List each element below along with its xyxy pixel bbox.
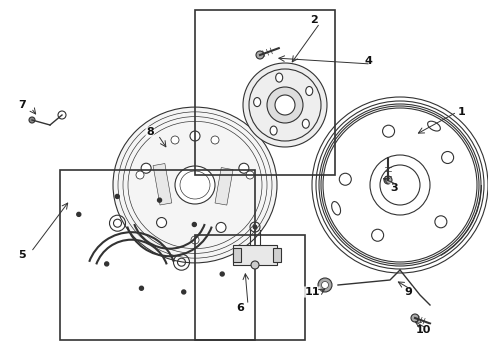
Circle shape bbox=[190, 131, 200, 141]
Circle shape bbox=[29, 117, 35, 123]
Circle shape bbox=[317, 278, 331, 292]
Circle shape bbox=[274, 95, 294, 115]
Bar bbox=[195, 235, 305, 340]
Ellipse shape bbox=[253, 98, 260, 107]
Circle shape bbox=[136, 171, 143, 179]
Circle shape bbox=[192, 222, 196, 226]
Text: 9: 9 bbox=[403, 287, 411, 297]
Circle shape bbox=[171, 136, 179, 144]
Circle shape bbox=[191, 236, 199, 244]
Circle shape bbox=[141, 163, 151, 173]
Circle shape bbox=[266, 87, 303, 123]
Ellipse shape bbox=[302, 119, 309, 128]
Bar bbox=[272, 248, 281, 262]
Text: 6: 6 bbox=[236, 303, 244, 313]
Circle shape bbox=[139, 286, 143, 290]
Bar bbox=[232, 248, 241, 262]
Circle shape bbox=[321, 282, 328, 288]
Circle shape bbox=[156, 217, 166, 228]
Circle shape bbox=[252, 225, 257, 230]
Circle shape bbox=[104, 262, 108, 266]
Ellipse shape bbox=[113, 107, 276, 263]
Circle shape bbox=[77, 212, 81, 216]
Text: 2: 2 bbox=[309, 15, 317, 25]
Bar bbox=[232, 245, 276, 265]
Bar bbox=[153, 163, 171, 205]
Bar bbox=[195, 10, 334, 175]
Bar bbox=[60, 170, 254, 340]
Circle shape bbox=[256, 51, 264, 59]
Text: 8: 8 bbox=[146, 127, 154, 137]
Circle shape bbox=[383, 176, 391, 184]
Circle shape bbox=[410, 314, 418, 322]
Text: 4: 4 bbox=[364, 56, 371, 66]
Text: 7: 7 bbox=[18, 100, 26, 110]
Text: 10: 10 bbox=[414, 325, 430, 335]
Ellipse shape bbox=[275, 73, 282, 82]
Text: 5: 5 bbox=[18, 250, 26, 260]
Bar bbox=[215, 167, 233, 205]
Circle shape bbox=[182, 290, 185, 294]
Text: 1: 1 bbox=[457, 107, 465, 117]
Circle shape bbox=[210, 136, 219, 144]
Text: 3: 3 bbox=[389, 183, 397, 193]
Ellipse shape bbox=[269, 126, 277, 135]
Text: 11: 11 bbox=[304, 287, 319, 297]
Circle shape bbox=[220, 272, 224, 276]
Ellipse shape bbox=[305, 86, 312, 95]
Circle shape bbox=[250, 261, 259, 269]
Circle shape bbox=[157, 198, 161, 202]
Circle shape bbox=[115, 194, 119, 198]
Circle shape bbox=[216, 222, 225, 233]
Circle shape bbox=[243, 63, 326, 147]
Circle shape bbox=[238, 163, 248, 173]
Ellipse shape bbox=[175, 166, 215, 204]
Circle shape bbox=[245, 171, 253, 179]
